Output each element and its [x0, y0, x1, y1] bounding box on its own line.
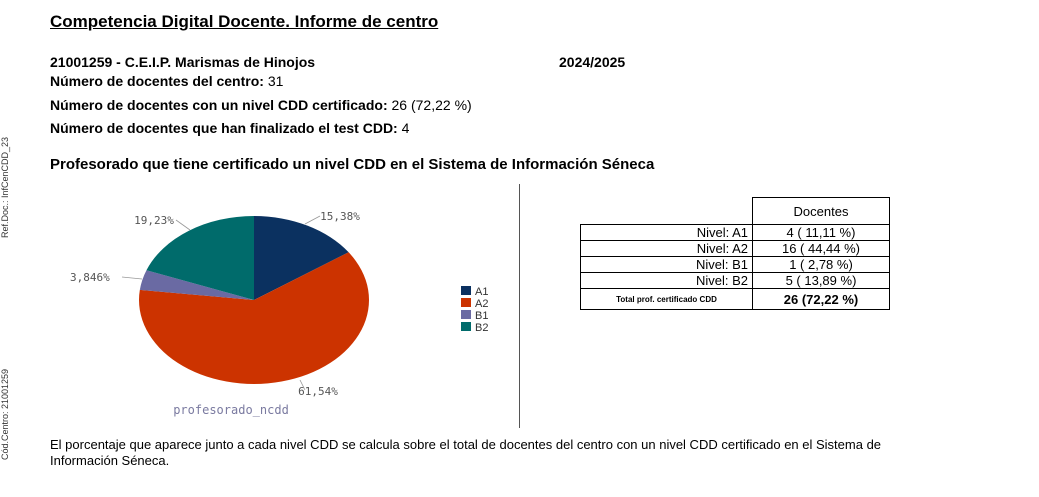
certified-count-label: Número de docentes con un nivel CDD cert…	[50, 97, 388, 113]
pie-leader-line	[121, 276, 143, 280]
section-title: Profesorado que tiene certificado un niv…	[50, 156, 655, 173]
margin-centre-code-text: Cód.Centro: 21001259	[0, 368, 10, 460]
finished-test-line: Número de docentes que han finalizado el…	[50, 120, 409, 136]
pie-data-label-b1: 3,846%	[70, 271, 110, 284]
value-cell: 16 ( 44,44 %)	[752, 240, 890, 257]
value-cell: 5 ( 13,89 %)	[752, 272, 890, 289]
legend-swatch-a1	[461, 286, 471, 295]
level-cell: Nivel: A1	[580, 224, 753, 241]
pie-leader-line	[304, 215, 321, 225]
legend-swatch-a2	[461, 298, 471, 307]
teachers-count-label: Número de docentes del centro:	[50, 73, 264, 89]
legend-label-b1: B1	[475, 310, 488, 322]
margin-ref-text: Ref.Doc.: InfCenCDD_23	[0, 136, 10, 238]
pie-chart: 15,38% 61,54% 3,846% 19,23% profesorado_ncd…	[70, 210, 488, 417]
pie-slice-a2	[138, 252, 369, 385]
legend-label-b2: B2	[475, 322, 488, 334]
table-total-row: Total prof. certificado CDD 26 (72,22 %)	[580, 288, 890, 310]
pie-data-label-a1: 15,38%	[320, 210, 360, 223]
section-divider	[519, 184, 520, 428]
certified-count-value: 26 (72,22 %)	[391, 97, 472, 113]
total-label-cell: Total prof. certificado CDD	[580, 288, 753, 310]
pie-chart-title: profesorado_ncdd	[173, 403, 289, 417]
table-row: Nivel: A1 4 ( 11,11 %)	[580, 224, 890, 241]
academic-year: 2024/2025	[559, 54, 626, 70]
table-header-docentes: Docentes	[752, 197, 890, 225]
value-cell: 1 ( 2,78 %)	[752, 256, 890, 273]
table-header-row: Docentes	[581, 197, 890, 225]
table-row: Nivel: A2 16 ( 44,44 %)	[580, 240, 890, 257]
pie-slice-b1	[139, 270, 254, 300]
pie-slice-b2	[146, 216, 254, 300]
legend-swatch-b2	[461, 322, 471, 331]
certified-count-line: Número de docentes con un nivel CDD cert…	[50, 97, 472, 113]
pie-data-label-a2: 61,54%	[298, 385, 338, 398]
cdd-levels-table: Docentes Nivel: A1 4 ( 11,11 %) Nivel: A…	[580, 197, 890, 310]
table-row: Nivel: B2 5 ( 13,89 %)	[580, 272, 890, 289]
footnote: El porcentaje que aparece junto a cada n…	[50, 437, 882, 468]
level-cell: Nivel: B2	[580, 272, 753, 289]
legend-label-a1: A1	[475, 286, 488, 298]
legend-label-a2: A2	[475, 298, 488, 310]
value-cell: 4 ( 11,11 %)	[752, 224, 890, 241]
legend-swatch-b1	[461, 310, 471, 319]
pie-data-label-b2: 19,23%	[134, 214, 174, 227]
table-row: Nivel: B1 1 ( 2,78 %)	[580, 256, 890, 273]
report-title: Competencia Digital Docente. Informe de …	[50, 12, 439, 31]
centre-name: 21001259 - C.E.I.P. Marismas de Hinojos	[50, 54, 316, 70]
level-cell: Nivel: B1	[580, 256, 753, 273]
pie-slice-a1	[254, 216, 349, 300]
pie-leader-line	[175, 219, 191, 231]
pie-leader-line	[299, 379, 306, 391]
finished-test-value: 4	[401, 120, 410, 136]
teachers-count-line: Número de docentes del centro: 31	[50, 73, 283, 89]
teachers-count-value: 31	[267, 73, 284, 89]
level-cell: Nivel: A2	[580, 240, 753, 257]
total-value-cell: 26 (72,22 %)	[752, 288, 890, 310]
finished-test-label: Número de docentes que han finalizado el…	[50, 120, 398, 136]
